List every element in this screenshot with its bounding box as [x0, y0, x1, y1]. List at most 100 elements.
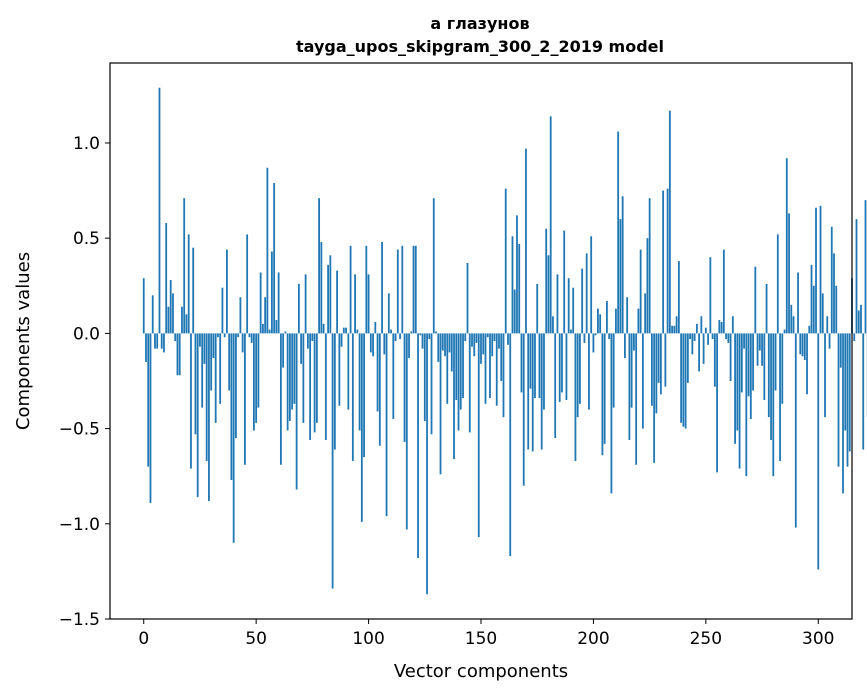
bar-79 [320, 241, 323, 334]
bar-213 [621, 196, 624, 334]
bar-242 [686, 333, 689, 383]
bar-252 [709, 257, 712, 334]
bar-110 [390, 329, 392, 334]
chart-title-line2: tayga_upos_skipgram_300_2_2019 model [296, 37, 664, 56]
y-tick-label: −1.5 [59, 610, 100, 630]
bar-37 [226, 249, 228, 334]
bar-293 [801, 333, 804, 357]
bar-67 [293, 333, 296, 404]
bar-234 [668, 110, 671, 334]
bar-229 [657, 333, 660, 383]
bar-299 [815, 207, 817, 334]
bar-238 [677, 261, 680, 334]
bar-48 [250, 333, 253, 343]
bar-32 [214, 333, 217, 423]
bar-13 [172, 293, 174, 334]
bar-151 [482, 333, 485, 355]
bar-204 [601, 333, 604, 456]
bar-307 [833, 253, 835, 334]
bar-167 [518, 243, 521, 334]
bar-52 [259, 272, 262, 334]
bar-157 [495, 333, 498, 406]
bar-260 [727, 333, 730, 343]
bar-99 [365, 245, 368, 334]
bar-40 [232, 333, 235, 543]
bar-246 [695, 323, 698, 334]
bar-231 [662, 190, 665, 334]
bar-169 [522, 333, 525, 486]
bar-115 [401, 245, 404, 334]
bar-82 [327, 264, 329, 334]
bar-64 [286, 333, 289, 431]
bar-104 [376, 333, 379, 412]
bar-147 [473, 333, 476, 357]
bar-276 [763, 333, 766, 401]
bar-193 [576, 333, 579, 418]
bar-239 [680, 333, 683, 423]
x-tick-label: 300 [802, 629, 834, 649]
bar-237 [675, 316, 678, 334]
bar-300 [817, 333, 820, 570]
bar-14 [174, 333, 177, 341]
bar-192 [574, 333, 577, 461]
bar-113 [396, 249, 399, 334]
bar-155 [491, 333, 494, 357]
bar-249 [702, 333, 705, 364]
bar-46 [246, 234, 249, 334]
bar-265 [738, 333, 741, 469]
bar-174 [534, 333, 536, 399]
bar-59 [275, 320, 278, 334]
bar-182 [552, 316, 554, 334]
bar-31 [212, 333, 215, 359]
y-tick-label: −0.5 [59, 420, 100, 440]
bar-200 [592, 333, 595, 353]
bar-47 [248, 333, 251, 338]
bar-215 [626, 297, 629, 334]
bar-294 [803, 333, 806, 361]
bar-176 [538, 333, 541, 399]
bar-250 [704, 327, 707, 334]
bar-275 [761, 333, 763, 366]
bar-224 [646, 238, 649, 334]
bar-146 [471, 333, 473, 347]
bar-305 [828, 333, 831, 349]
bar-261 [729, 333, 732, 381]
bar-105 [378, 333, 381, 446]
bar-135 [446, 333, 449, 404]
bar-68 [295, 333, 298, 490]
bar-312 [844, 333, 847, 431]
bar-38 [228, 333, 231, 391]
bar-267 [743, 333, 745, 349]
bar-309 [837, 333, 840, 467]
bar-145 [468, 333, 471, 433]
y-tick-label: 0.5 [73, 229, 100, 249]
bar-120 [412, 245, 415, 334]
x-tick-label: 250 [690, 629, 722, 649]
bar-117 [405, 333, 408, 530]
bar-2 [147, 333, 150, 467]
bar-27 [203, 333, 206, 364]
bar-75 [311, 333, 314, 341]
bar-212 [619, 219, 622, 334]
bar-50 [255, 333, 258, 423]
bar-254 [713, 333, 716, 387]
bar-111 [392, 333, 395, 420]
bar-125 [423, 333, 426, 421]
bar-303 [824, 333, 826, 418]
bar-255 [716, 333, 718, 473]
bar-90 [345, 327, 347, 334]
bar-123 [419, 333, 422, 336]
bar-292 [799, 333, 802, 355]
bar-301 [819, 205, 822, 334]
bar-116 [403, 333, 406, 442]
bar-262 [731, 316, 734, 334]
bars-group [142, 87, 867, 595]
bar-259 [725, 333, 727, 340]
bar-219 [635, 333, 638, 465]
bar-106 [381, 241, 383, 334]
bar-203 [599, 314, 602, 334]
bar-321 [864, 200, 867, 334]
bar-266 [740, 333, 743, 393]
bar-173 [531, 333, 534, 452]
